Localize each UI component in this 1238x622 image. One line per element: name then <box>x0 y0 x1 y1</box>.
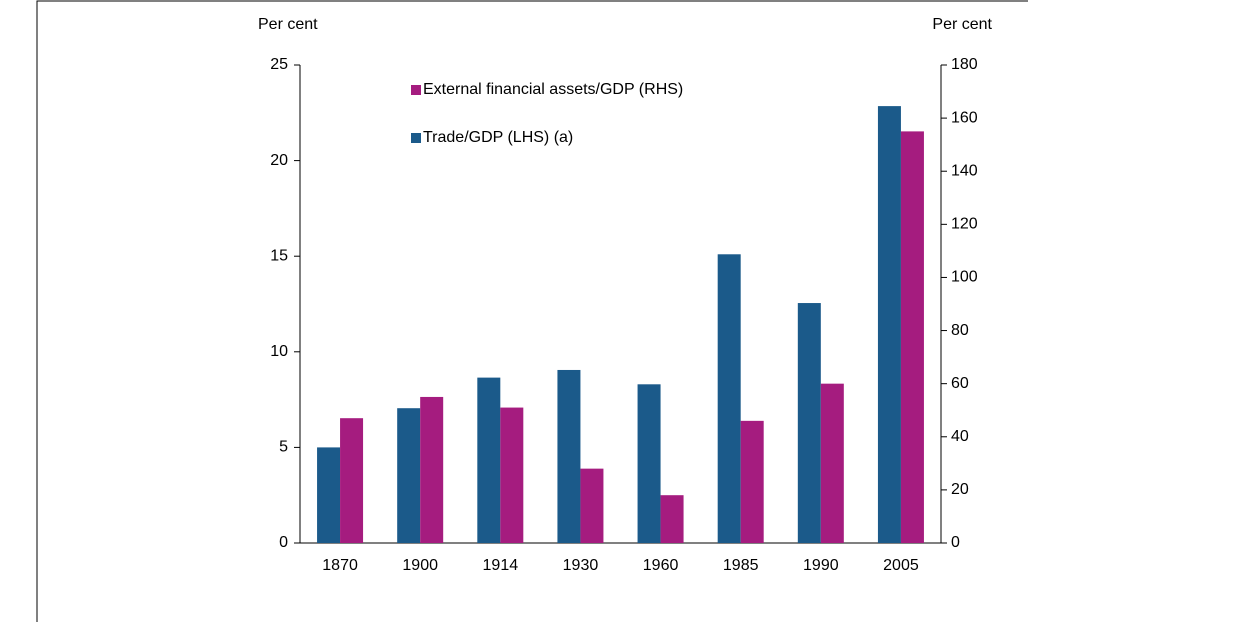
bar <box>740 420 764 543</box>
y-tick-label: 25 <box>270 56 288 73</box>
y2-tick-label: 140 <box>951 162 978 179</box>
y2-tick-label: 180 <box>951 56 978 73</box>
bar <box>877 106 901 543</box>
bar <box>717 254 741 543</box>
bar <box>397 408 421 543</box>
bar <box>580 468 604 543</box>
bar <box>317 447 341 543</box>
y2-tick-label: 120 <box>951 216 978 233</box>
y2-tick-label: 20 <box>951 481 969 498</box>
x-tick-label: 1900 <box>402 557 438 574</box>
y-tick-label: 10 <box>270 343 288 360</box>
legend-swatch <box>411 85 421 95</box>
x-tick-label: 1990 <box>803 557 839 574</box>
legend-label: External financial assets/GDP (RHS) <box>423 81 683 98</box>
bar <box>797 303 821 543</box>
y2-tick-label: 80 <box>951 322 969 339</box>
bar <box>557 369 581 543</box>
bar <box>340 418 364 543</box>
bar <box>820 383 844 543</box>
x-tick-label: 1914 <box>483 557 519 574</box>
y-tick-label: 20 <box>270 152 288 169</box>
x-tick-label: 1930 <box>563 557 599 574</box>
y-tick-label: 5 <box>279 439 288 456</box>
x-tick-label: 1870 <box>322 557 358 574</box>
y2-tick-label: 0 <box>951 534 960 551</box>
y2-tick-label: 100 <box>951 269 978 286</box>
y2-tick-label: 160 <box>951 109 978 126</box>
y-tick-label: 0 <box>279 534 288 551</box>
bar <box>477 377 501 543</box>
y2-axis-label: Per cent <box>932 16 992 33</box>
legend-swatch <box>411 133 421 143</box>
y-axis-label: Per cent <box>258 16 318 33</box>
x-tick-label: 1960 <box>643 557 679 574</box>
y2-tick-label: 40 <box>951 428 969 445</box>
y-tick-label: 15 <box>270 247 288 264</box>
bar <box>637 384 661 543</box>
bar <box>420 396 444 543</box>
x-tick-label: 2005 <box>883 557 919 574</box>
y2-tick-label: 60 <box>951 375 969 392</box>
legend-label: Trade/GDP (LHS) (a) <box>423 129 573 146</box>
bar <box>500 407 524 543</box>
bar <box>900 131 924 543</box>
x-tick-label: 1985 <box>723 557 759 574</box>
bar <box>660 495 684 543</box>
frame <box>36 0 1028 622</box>
